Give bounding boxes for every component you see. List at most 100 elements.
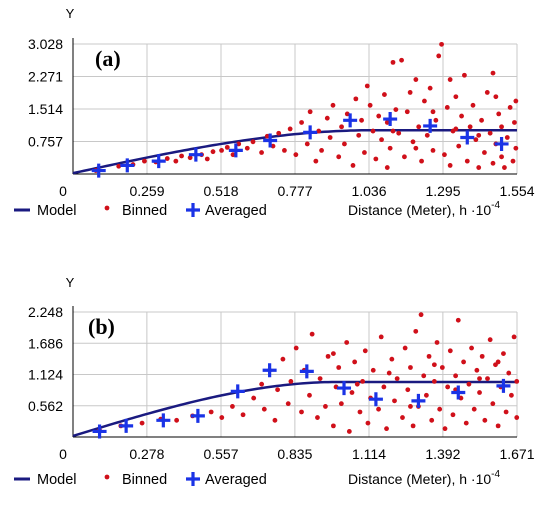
averaged-point [337,381,352,396]
binned-point [470,102,476,108]
model-curve [72,128,517,175]
y-tick-label: 3.028 [28,36,63,52]
binned-point [482,150,487,155]
binned-point [356,132,362,138]
binned-point [384,165,390,170]
binned-point [393,107,399,113]
binned-point [509,392,514,398]
binned-point [396,130,402,136]
binned-point [304,141,310,147]
binned-point [462,72,467,78]
binned-point [477,376,482,382]
binned-point [426,353,432,359]
binned-point [378,334,384,340]
binned-point [514,378,520,384]
y-tick-label: 2.271 [28,69,63,85]
legend-binned-swatch [104,474,110,480]
binned-point [399,57,404,63]
binned-point [408,404,413,409]
binned-point [250,139,256,145]
binned-point [410,423,416,429]
binned-point [510,158,516,164]
binned-point [512,120,517,125]
binned-point [344,111,350,117]
binned-point [477,390,482,395]
binned-point [376,406,381,412]
averaged-point [496,378,511,393]
binned-point [394,376,400,382]
panel-label: (b) [88,314,115,339]
binned-point [359,117,364,123]
binned-point [204,156,210,162]
y-tick-label: 1.514 [28,101,63,117]
x-tick-label: 0.557 [203,446,238,462]
binned-point [370,367,376,373]
binned-point [413,77,419,82]
binned-point [362,348,368,354]
binned-point [413,328,419,334]
legend-averaged-swatch [186,203,200,217]
binned-point [187,155,193,161]
binned-point [352,359,358,365]
binned-point [382,92,387,97]
binned-point [330,351,336,356]
binned-point [280,356,286,362]
binned-point [402,154,407,160]
binned-point [275,387,280,393]
binned-point [392,398,397,404]
binned-point [370,128,376,134]
binned-point [285,401,291,407]
legend: Model Binned Averaged [14,203,267,219]
binned-point [421,373,427,379]
binned-point [324,115,330,121]
binned-point [444,105,450,110]
binned-point [174,417,180,423]
binned-point [389,356,395,362]
panel-label: (a) [95,46,121,71]
binned-point [434,340,440,345]
binned-point [376,113,382,119]
binned-point [330,102,336,108]
binned-point [493,94,499,100]
averaged-point [92,424,107,439]
binned-point [323,404,328,409]
binned-point [467,124,473,130]
binned-point [373,156,379,162]
binned-point [511,334,517,340]
binned-point [453,94,459,100]
x-tick-label: 1.114 [352,446,386,462]
averaged-point [228,143,243,158]
binned-point [476,165,482,170]
binned-point [507,105,513,110]
binned-point [287,126,293,132]
binned-point [419,158,424,164]
binned-point [362,150,367,155]
binned-point [390,59,396,65]
binned-point [447,348,453,354]
binned-point [350,163,356,168]
binned-point [386,370,392,376]
binned-point [499,124,504,130]
legend-averaged-swatch [186,472,200,486]
binned-point [463,420,469,426]
binned-point [427,85,433,91]
model-curve [72,380,517,438]
binned-point [339,124,344,130]
binned-point [276,130,282,136]
binned-point [230,152,236,158]
binned-point [319,147,324,153]
binned-point [219,415,225,420]
binned-point [244,145,250,151]
binned-point [364,83,370,89]
binned-point [344,340,350,345]
binned-point [445,384,451,390]
averaged-point [262,363,277,378]
binned-point [327,135,333,140]
binned-point [179,153,184,159]
binned-point [299,120,304,125]
binned-point [479,117,484,123]
x-tick-label: 1.392 [425,446,460,462]
binned-point [251,395,257,401]
binned-point [307,109,313,115]
binned-point [208,409,214,415]
